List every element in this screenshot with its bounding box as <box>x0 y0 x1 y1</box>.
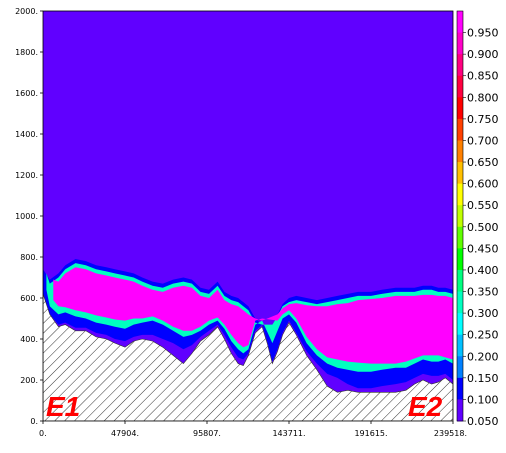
plot-area <box>42 10 454 422</box>
y-tick-label: 1800. <box>15 48 38 57</box>
colorbar-swatch <box>457 248 463 271</box>
y-axis: 0. 200. 400. 600. 800. 1000. 1200. 1400. 1600. 18… <box>15 7 43 426</box>
colorbar-label: 0.200 <box>467 350 499 363</box>
colorbar-frame <box>456 10 464 422</box>
y-tick-label: 1600. <box>15 89 38 98</box>
colorbar-label: 0.100 <box>467 393 499 406</box>
colorbar-swatch <box>457 75 463 98</box>
section-label-e2: E2 <box>408 391 443 422</box>
y-tick-label: 0. <box>30 417 38 426</box>
colorbar-swatch <box>457 140 463 163</box>
colorbar-swatch <box>457 183 463 206</box>
colorbar-swatch <box>457 118 463 141</box>
x-tick-label: 47904. <box>111 429 139 438</box>
colorbar: 0.950 0.900 0.850 0.800 0.750 0.700 0.650 0.600… <box>456 10 499 428</box>
y-tick-label: 1000. <box>15 212 38 221</box>
colorbar-swatch <box>457 226 463 249</box>
y-tick-label: 800. <box>20 253 38 262</box>
colorbar-label: 0.050 <box>467 415 499 428</box>
colorbar-label: 0.800 <box>467 91 499 104</box>
colorbar-label: 0.750 <box>467 113 499 126</box>
colorbar-label: 0.700 <box>467 134 499 147</box>
y-tick-label: 1200. <box>15 171 38 180</box>
x-tick-label: 95807. <box>193 429 221 438</box>
colorbar-swatch <box>457 377 463 400</box>
contour-layers <box>43 259 453 389</box>
colorbar-swatch <box>457 205 463 228</box>
colorbar-swatch <box>457 291 463 314</box>
colorbar-swatch <box>457 356 463 379</box>
y-tick-label: 600. <box>20 294 38 303</box>
colorbar-swatch <box>457 32 463 55</box>
colorbar-label: 0.400 <box>467 264 499 277</box>
colorbar-label: 0.250 <box>467 329 499 342</box>
section-label-e1: E1 <box>46 391 80 422</box>
colorbar-swatch <box>457 334 463 357</box>
colorbar-swatch <box>457 11 463 34</box>
colorbar-label: 0.500 <box>467 221 499 234</box>
colorbar-label: 0.300 <box>467 307 499 320</box>
x-tick-label: 0. <box>39 429 47 438</box>
colorbar-label: 0.150 <box>467 372 499 385</box>
x-axis: 0. 47904. 95807. 143711. 191615. 239518. <box>39 421 467 438</box>
colorbar-swatch <box>457 269 463 293</box>
colorbar-label: 0.600 <box>467 178 499 191</box>
y-tick-label: 400. <box>20 335 38 344</box>
colorbar-label: 0.850 <box>467 70 499 83</box>
colorbar-swatch <box>457 97 463 120</box>
y-tick-label: 1400. <box>15 130 38 139</box>
colorbar-swatch <box>457 399 463 422</box>
colorbar-swatch <box>457 313 463 336</box>
colorbar-label: 0.900 <box>467 48 499 61</box>
contour-layer-2 <box>53 267 453 364</box>
terrain-mask <box>43 293 453 421</box>
x-tick-label: 143711. <box>272 429 305 438</box>
colorbar-label: 0.450 <box>467 242 499 255</box>
y-tick-label: 2000. <box>15 7 38 16</box>
colorbar-label: 0.350 <box>467 286 499 299</box>
colorbar-swatch <box>457 54 463 77</box>
x-tick-label: 191615. <box>354 429 387 438</box>
colorbar-label: 0.950 <box>467 27 499 40</box>
colorbar-label: 0.650 <box>467 156 499 169</box>
y-tick-label: 200. <box>20 376 38 385</box>
colorbar-label: 0.550 <box>467 199 499 212</box>
colorbar-swatch <box>457 162 463 185</box>
x-tick-label: 239518. <box>434 429 467 438</box>
